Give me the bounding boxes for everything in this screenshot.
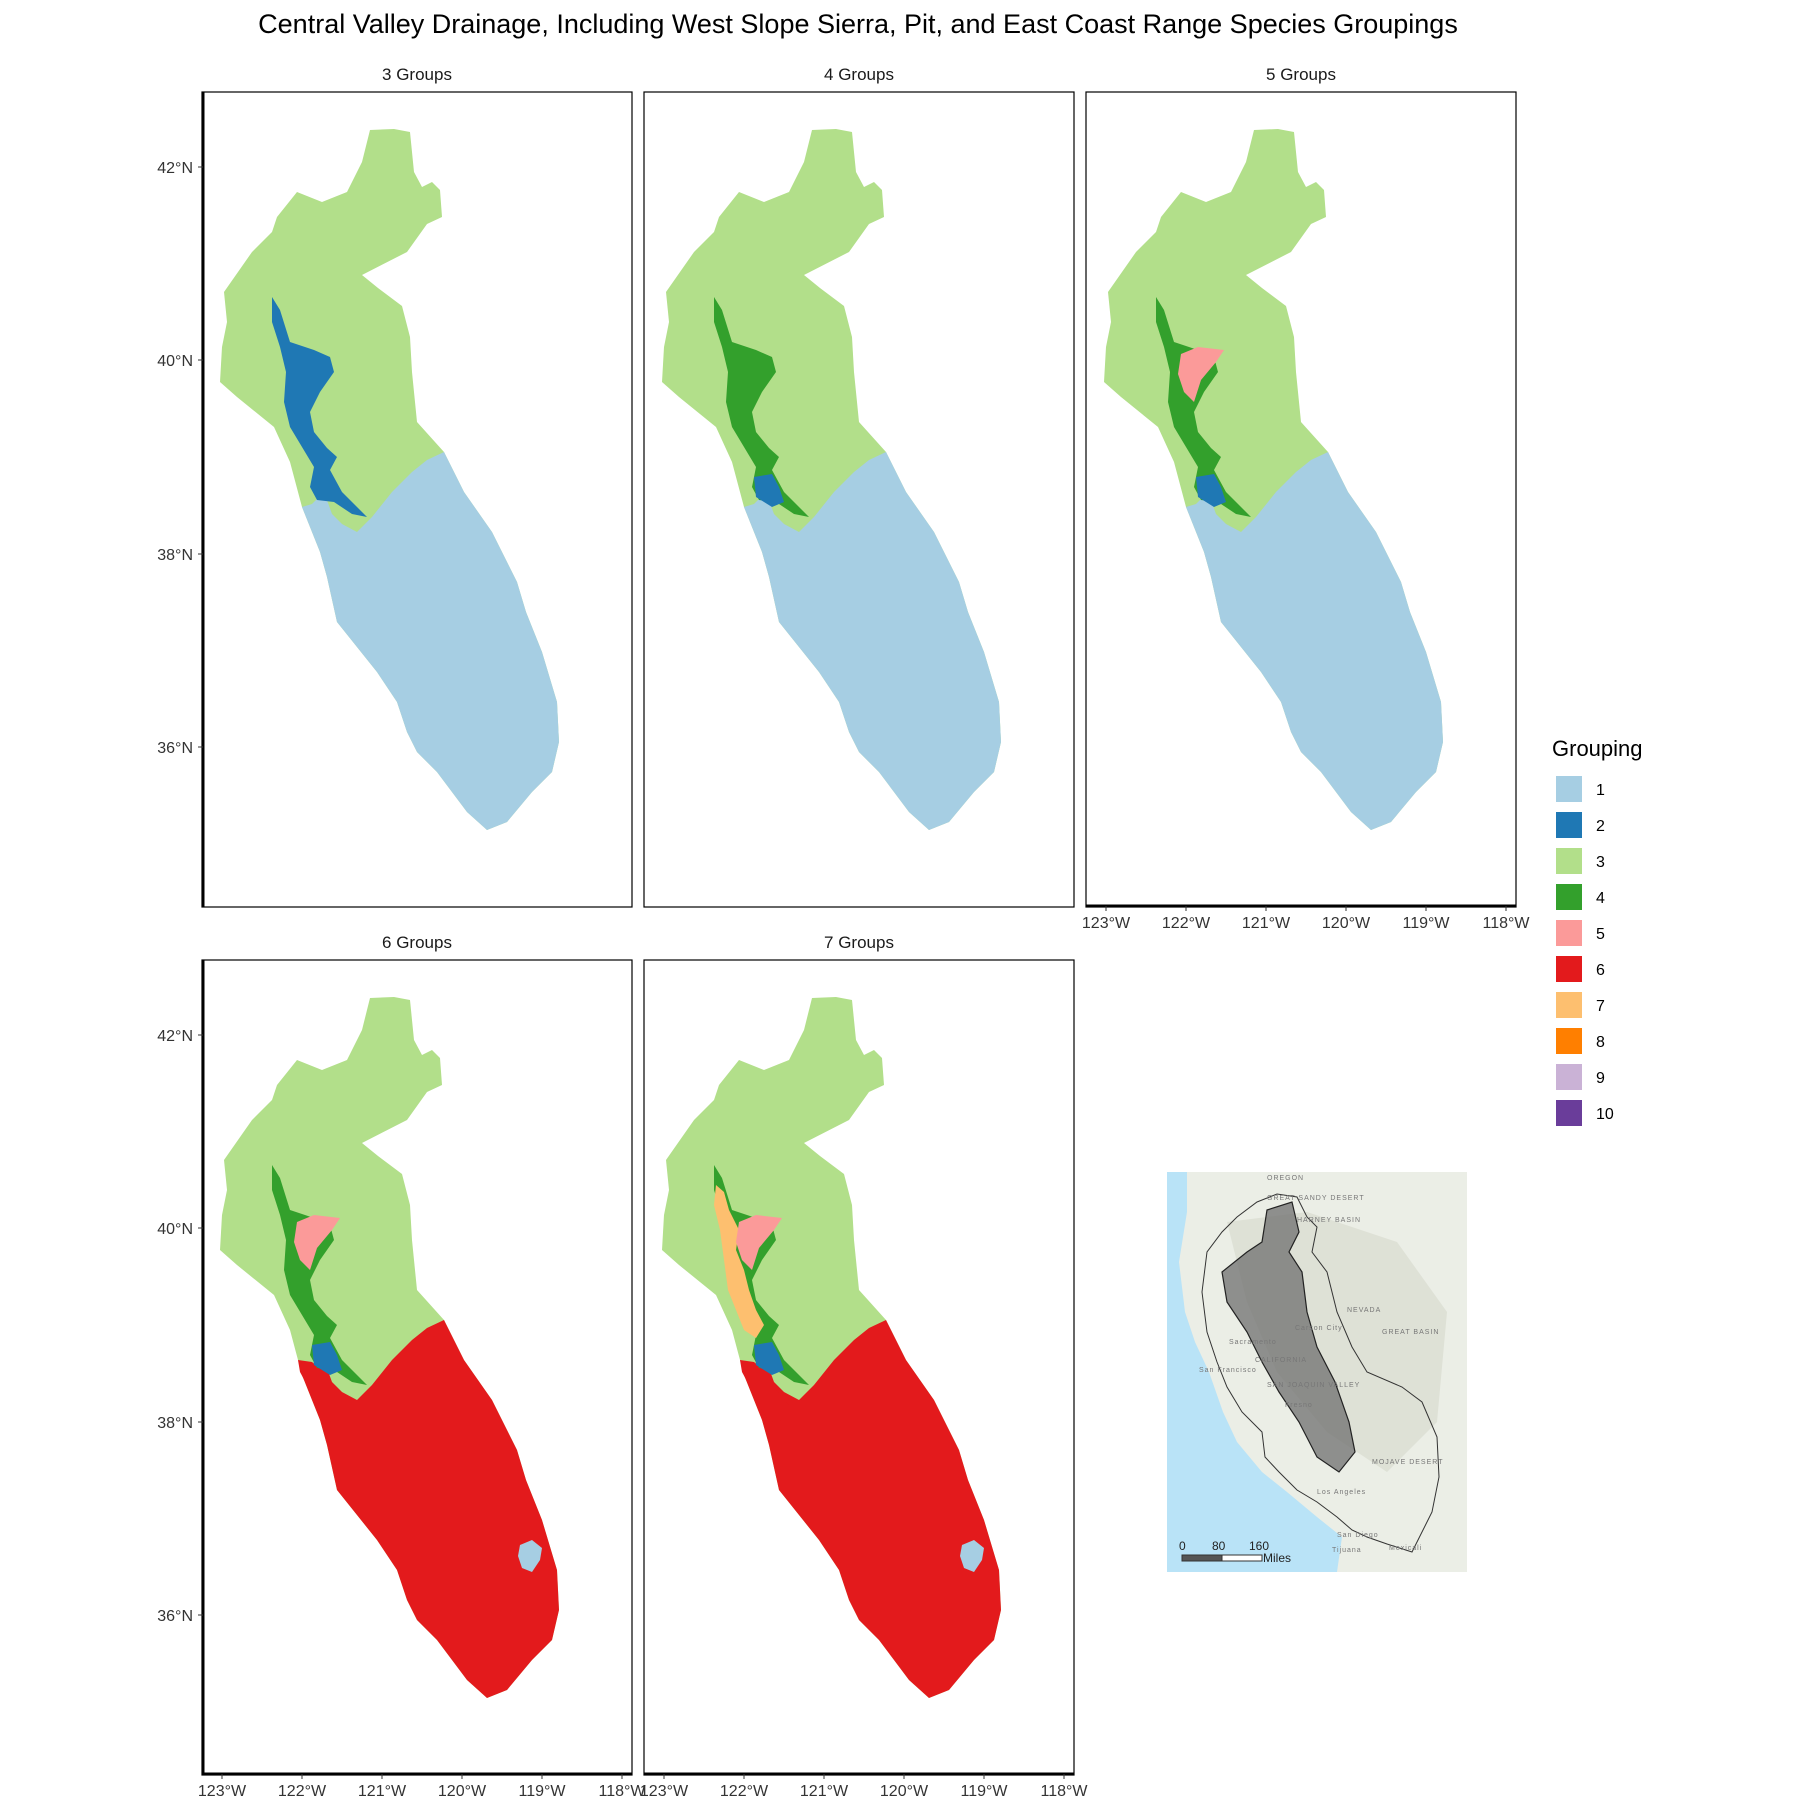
legend-title: Grouping — [1552, 736, 1643, 761]
svg-text:Tijuana: Tijuana — [1332, 1547, 1362, 1554]
legend-label: 4 — [1596, 890, 1605, 907]
legend-swatch — [1556, 1028, 1582, 1054]
panel-5-groups — [1085, 91, 1517, 908]
legend-label: 6 — [1596, 962, 1605, 979]
panel-6-groups — [201, 959, 633, 1776]
x-tick-label: 123°W — [640, 1783, 689, 1800]
x-tick-label: 119°W — [1402, 915, 1450, 932]
legend-label: 5 — [1596, 926, 1605, 943]
x-tick-label: 119°W — [960, 1783, 1008, 1800]
svg-text:GREAT SANDY DESERT: GREAT SANDY DESERT — [1267, 1195, 1365, 1202]
x-tick-label: 123°W — [198, 1783, 247, 1800]
legend-swatch — [1556, 884, 1582, 910]
y-tick-label: 40°N — [157, 1221, 193, 1238]
svg-text:Mexicali: Mexicali — [1389, 1545, 1422, 1552]
svg-text:OREGON: OREGON — [1267, 1175, 1304, 1182]
facet-label-3-groups: 3 Groups — [382, 65, 452, 84]
facet-label-7-groups: 7 Groups — [824, 933, 894, 952]
legend: Grouping 1 2 3 4 5 6 7 8 9 10 — [1552, 736, 1643, 1126]
x-axis-7-groups: 123°W 122°W 121°W 120°W 119°W 118°W — [640, 1774, 1088, 1800]
y-axis-bottom: 42°N 40°N 38°N 36°N — [157, 1028, 203, 1625]
x-tick-label: 120°W — [1322, 915, 1371, 932]
svg-text:NEVADA: NEVADA — [1347, 1307, 1381, 1314]
facet-label-5-groups: 5 Groups — [1266, 65, 1336, 84]
legend-swatch — [1556, 956, 1582, 982]
x-tick-label: 122°W — [278, 1783, 327, 1800]
x-tick-label: 120°W — [438, 1783, 487, 1800]
y-tick-label: 42°N — [157, 160, 193, 177]
y-tick-label: 38°N — [157, 1415, 193, 1432]
y-tick-label: 40°N — [157, 353, 193, 370]
inset-ocean — [1167, 1172, 1342, 1572]
legend-swatch — [1556, 776, 1582, 802]
svg-text:MOJAVE DESERT: MOJAVE DESERT — [1372, 1459, 1443, 1466]
svg-text:San Diego: San Diego — [1337, 1532, 1379, 1539]
legend-swatch — [1556, 920, 1582, 946]
legend-swatch — [1556, 1100, 1582, 1126]
legend-label: 3 — [1596, 854, 1605, 871]
svg-text:0: 0 — [1179, 1539, 1186, 1553]
svg-text:HARNEY BASIN: HARNEY BASIN — [1297, 1217, 1361, 1224]
x-tick-label: 123°W — [1082, 915, 1131, 932]
x-tick-label: 121°W — [358, 1783, 407, 1800]
svg-text:80: 80 — [1212, 1539, 1226, 1553]
svg-text:Fresno: Fresno — [1285, 1402, 1313, 1409]
figure-title: Central Valley Drainage, Including West … — [258, 9, 1458, 39]
x-tick-label: 121°W — [800, 1783, 849, 1800]
svg-text:160: 160 — [1249, 1539, 1269, 1553]
facet-label-6-groups: 6 Groups — [382, 933, 452, 952]
svg-text:GREAT BASIN: GREAT BASIN — [1382, 1329, 1439, 1336]
x-tick-label: 118°W — [1040, 1783, 1088, 1800]
svg-text:SAN JOAQUIN VALLEY: SAN JOAQUIN VALLEY — [1267, 1382, 1360, 1389]
x-tick-label: 118°W — [598, 1783, 646, 1800]
legend-swatch — [1556, 848, 1582, 874]
x-tick-label: 120°W — [880, 1783, 929, 1800]
inset-locator-map: OREGON GREAT SANDY DESERT HARNEY BASIN N… — [1167, 1172, 1467, 1572]
y-tick-label: 36°N — [157, 1608, 193, 1625]
y-axis-top: 42°N 40°N 38°N 36°N — [157, 160, 203, 757]
legend-label: 2 — [1596, 818, 1605, 835]
axis-lines — [201, 92, 1516, 1776]
svg-text:Sacramento: Sacramento — [1229, 1339, 1277, 1346]
legend-label: 1 — [1596, 782, 1605, 799]
x-tick-label: 121°W — [1242, 915, 1291, 932]
x-axis-5-groups: 123°W 122°W 121°W 120°W 119°W 118°W — [1082, 906, 1530, 932]
x-tick-label: 118°W — [1482, 915, 1530, 932]
legend-label: 9 — [1596, 1070, 1605, 1087]
x-axis-6-groups: 123°W 122°W 121°W 120°W 119°W 118°W — [198, 1774, 646, 1800]
svg-text:CALIFORNIA: CALIFORNIA — [1255, 1357, 1307, 1364]
y-tick-label: 38°N — [157, 547, 193, 564]
y-tick-label: 42°N — [157, 1028, 193, 1045]
legend-swatch — [1556, 1064, 1582, 1090]
x-tick-label: 122°W — [720, 1783, 769, 1800]
facet-label-4-groups: 4 Groups — [824, 65, 894, 84]
legend-swatch — [1556, 812, 1582, 838]
panel-3-groups — [201, 91, 633, 908]
legend-swatch — [1556, 992, 1582, 1018]
panel-4-groups — [643, 91, 1075, 908]
svg-text:Carson City: Carson City — [1295, 1325, 1343, 1332]
y-tick-label: 36°N — [157, 740, 193, 757]
svg-text:Los Angeles: Los Angeles — [1317, 1489, 1366, 1496]
svg-text:Miles: Miles — [1263, 1551, 1291, 1565]
inset-place-labels: OREGON GREAT SANDY DESERT HARNEY BASIN N… — [1199, 1175, 1443, 1554]
x-tick-label: 119°W — [518, 1783, 566, 1800]
inset-region-boundary — [1201, 1193, 1440, 1553]
legend-label: 7 — [1596, 998, 1605, 1015]
legend-label: 10 — [1596, 1106, 1614, 1123]
inset-scale-bar: 0 80 160 Miles — [1179, 1539, 1291, 1565]
legend-label: 8 — [1596, 1034, 1605, 1051]
svg-text:San Francisco: San Francisco — [1199, 1367, 1257, 1374]
inset-drainage-region — [1221, 1201, 1356, 1473]
panel-7-groups — [643, 959, 1075, 1776]
x-tick-label: 122°W — [1162, 915, 1211, 932]
